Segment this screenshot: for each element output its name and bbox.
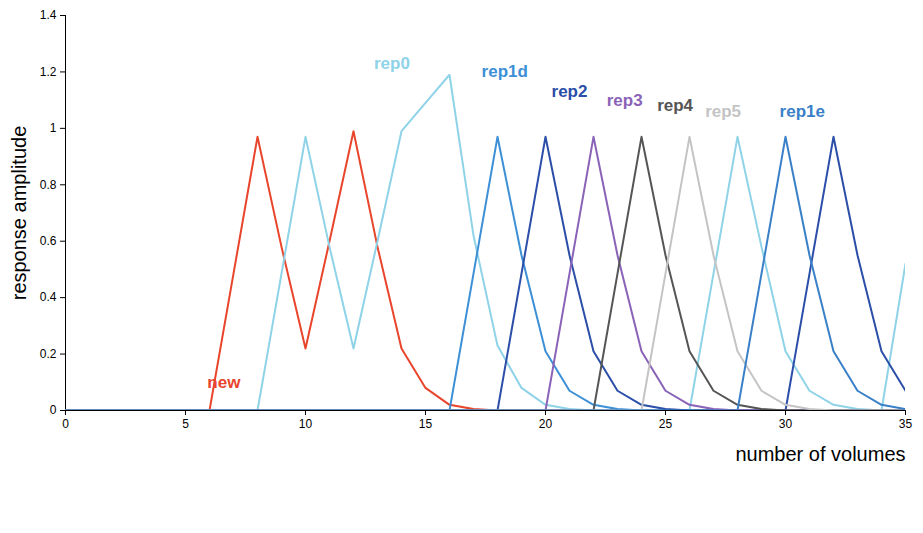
svg-text:1.4: 1.4	[40, 8, 57, 22]
svg-text:rep4: rep4	[657, 96, 693, 115]
svg-text:0: 0	[62, 417, 69, 431]
svg-text:0.4: 0.4	[40, 290, 57, 304]
svg-text:0: 0	[50, 403, 57, 417]
svg-text:25: 25	[659, 417, 673, 431]
svg-text:15: 15	[419, 417, 433, 431]
svg-text:rep1e: rep1e	[780, 102, 825, 121]
svg-text:1.2: 1.2	[40, 65, 57, 79]
svg-text:rep0: rep0	[374, 54, 410, 73]
svg-text:number of volumes: number of volumes	[735, 443, 905, 465]
svg-text:rep5: rep5	[705, 102, 741, 121]
svg-text:30: 30	[779, 417, 793, 431]
svg-text:rep3: rep3	[607, 91, 643, 110]
svg-text:0.6: 0.6	[40, 234, 57, 248]
svg-text:1: 1	[50, 121, 57, 135]
svg-text:0.8: 0.8	[40, 178, 57, 192]
svg-text:rep1d: rep1d	[482, 62, 528, 81]
svg-text:5: 5	[182, 417, 189, 431]
svg-text:10: 10	[299, 417, 313, 431]
svg-text:0.2: 0.2	[40, 347, 57, 361]
svg-text:response amplitude: response amplitude	[8, 126, 30, 301]
svg-text:20: 20	[539, 417, 553, 431]
svg-text:rep2: rep2	[552, 82, 588, 101]
svg-text:new: new	[207, 373, 241, 392]
svg-text:35: 35	[899, 417, 913, 431]
